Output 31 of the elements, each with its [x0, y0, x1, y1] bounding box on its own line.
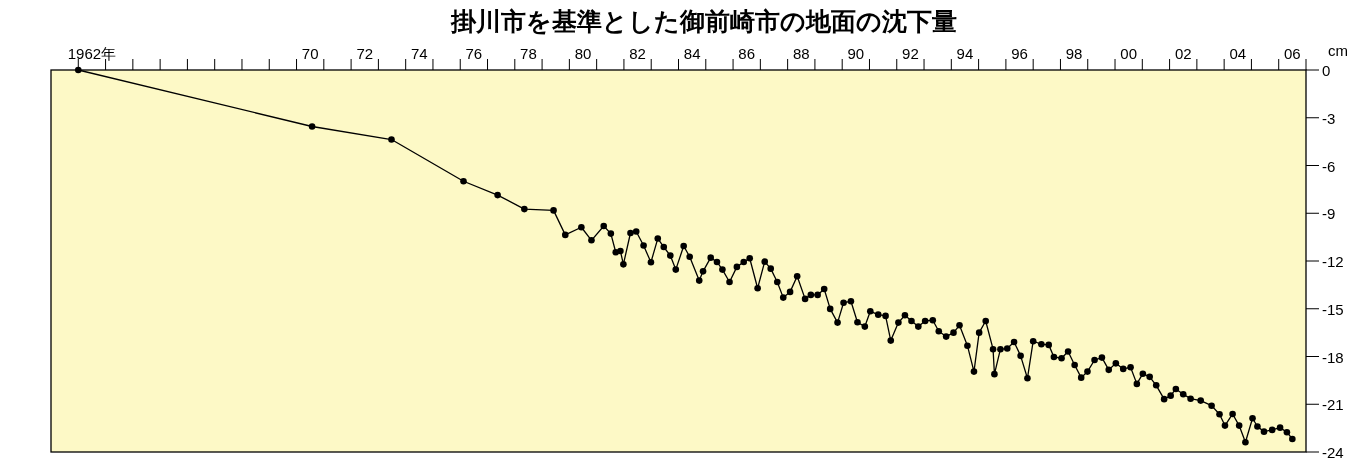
- x-tick-label: 82: [629, 45, 646, 62]
- x-tick-label: 78: [520, 45, 537, 62]
- x-tick-label: 74: [410, 45, 428, 62]
- x-tick-label: 06: [1284, 45, 1301, 62]
- x-tick-label: 96: [1011, 45, 1028, 62]
- y-tick-label: 0: [1322, 62, 1331, 79]
- y-tick-label: -6: [1322, 157, 1336, 175]
- x-tick-label: 88: [792, 45, 810, 62]
- y-tick-label: -18: [1322, 348, 1344, 366]
- x-tick-label: 76: [465, 45, 483, 62]
- x-tick-label: 84: [683, 45, 701, 62]
- x-tick-label: 02: [1174, 45, 1192, 62]
- x-tick-label: 1962年: [67, 45, 117, 62]
- y-tick-label: -3: [1322, 109, 1336, 127]
- y-tick-label: -12: [1322, 253, 1344, 270]
- x-tick-label: 04: [1229, 45, 1247, 62]
- y-tick-label: -21: [1322, 396, 1344, 414]
- chart-title: 掛川市を基準とした御前崎市の地面の沈下量: [449, 7, 957, 35]
- y-tick-label: -24: [1322, 444, 1344, 458]
- x-tick-label: 90: [847, 45, 865, 62]
- x-tick-label: 00: [1120, 45, 1138, 62]
- y-tick-label: -15: [1322, 300, 1344, 318]
- y-axis-title: cm: [1328, 42, 1348, 59]
- x-tick-label: 94: [956, 45, 974, 62]
- x-tick-label: 98: [1065, 45, 1083, 62]
- x-tick-label: 86: [738, 45, 756, 62]
- x-tick-label: 72: [356, 45, 374, 62]
- x-tick-label: 70: [301, 45, 319, 62]
- y-tick-label: -9: [1322, 205, 1336, 223]
- x-tick-label: 80: [574, 45, 592, 62]
- x-tick-label: 92: [902, 45, 919, 62]
